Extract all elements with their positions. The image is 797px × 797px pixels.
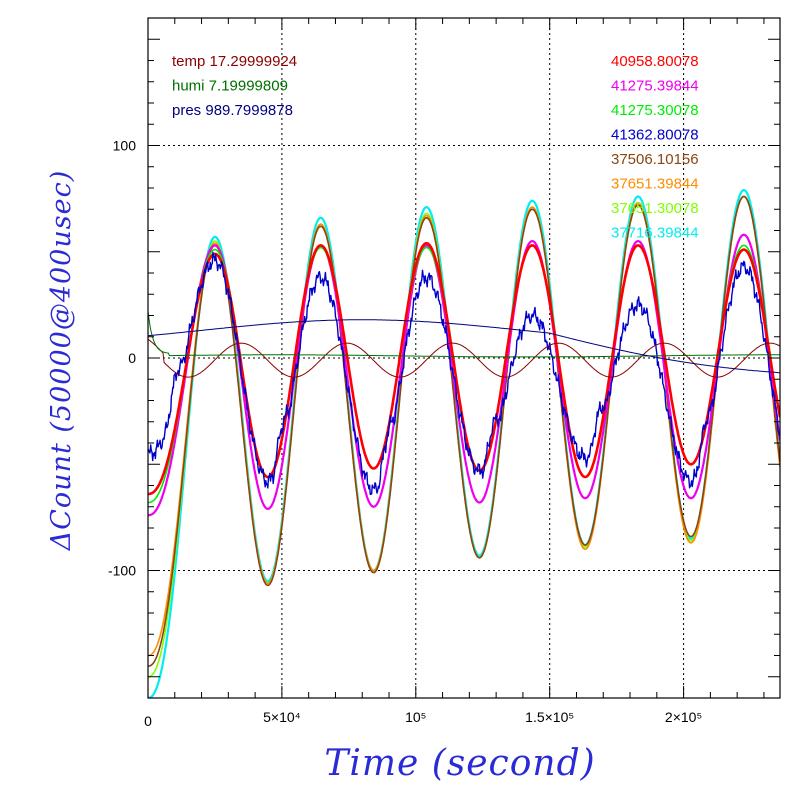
legend-entry: 37506.10156 — [611, 151, 699, 168]
y-tick-label: 100 — [113, 138, 137, 154]
x-tick-label: 10⁵ — [405, 709, 426, 725]
x-tick-label: 5×10⁴ — [263, 709, 301, 725]
env-series-line — [148, 338, 780, 378]
legend-entry: 40958.80078 — [611, 53, 699, 70]
legend-entry: 41275.30078 — [611, 102, 699, 119]
grid-lines — [148, 18, 780, 698]
legend-entry: 41362.80078 — [611, 127, 699, 144]
legend-entry: humi 7.19999809 — [172, 78, 288, 95]
x-axis-title: Time (second) — [324, 743, 595, 784]
x-tick-label: 2×10⁵ — [665, 709, 702, 725]
series-line — [148, 189, 780, 698]
series-line — [148, 251, 780, 496]
y-tick-label: -100 — [108, 563, 136, 579]
env-series-line — [148, 311, 780, 358]
legend-entry: 37716.39844 — [611, 225, 699, 242]
legend-entry: 37651.39844 — [611, 176, 699, 193]
legend-entry: temp 17.29999924 — [172, 53, 297, 70]
x-tick-label: 0 — [144, 713, 152, 729]
legend-entry: 37651.30078 — [611, 200, 699, 217]
series-line — [148, 195, 780, 667]
x-tick-label: 1.5×10⁵ — [525, 709, 574, 725]
series-layer — [148, 189, 780, 698]
env-series-line — [148, 319, 780, 374]
tick-labels: 0 5×10⁴ 10⁵ 1.5×10⁵ 2×10⁵ 100 0 -100 — [108, 138, 702, 730]
legend-entry: 41275.39844 — [611, 78, 699, 95]
legend-entry: pres 989.7999878 — [172, 102, 293, 119]
legend: temp 17.29999924 humi 7.19999809 pres 989.… — [172, 53, 699, 242]
axis-ticks — [147, 18, 780, 698]
y-axis-title: ΔCount (50000@400usec) — [46, 170, 77, 551]
y-tick-label: 0 — [128, 350, 136, 366]
